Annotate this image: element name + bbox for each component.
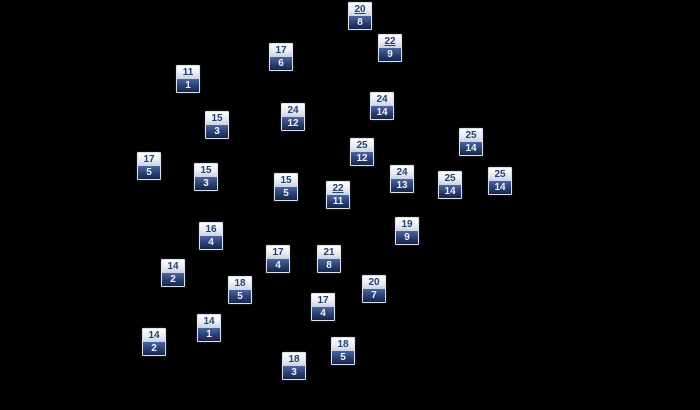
temperature-marker[interactable]: 17 4 [311,293,335,321]
low-value: 9 [396,231,418,244]
temperature-marker[interactable]: 25 14 [459,128,483,156]
low-value: 14 [489,181,511,194]
low-value: 2 [162,273,184,286]
high-value: 17 [267,246,289,259]
high-value: 24 [371,93,393,106]
high-value: 22 [327,182,349,195]
temperature-marker[interactable]: 18 5 [228,276,252,304]
low-value: 12 [351,152,373,165]
temperature-marker[interactable]: 14 2 [161,259,185,287]
temperature-marker[interactable]: 25 12 [350,138,374,166]
high-value: 24 [391,166,413,179]
temperature-marker[interactable]: 15 3 [205,111,229,139]
low-value: 4 [312,307,334,320]
low-value: 5 [332,351,354,364]
high-value: 14 [143,329,165,342]
low-value: 5 [229,290,251,303]
temperature-marker[interactable]: 17 6 [269,43,293,71]
high-value: 21 [318,246,340,259]
temperature-marker[interactable]: 24 14 [370,92,394,120]
low-value: 13 [391,179,413,192]
high-value: 25 [489,168,511,181]
high-value: 17 [270,44,292,57]
low-value: 9 [379,48,401,61]
high-value: 18 [332,338,354,351]
low-value: 2 [143,342,165,355]
high-value: 15 [206,112,228,125]
high-value: 18 [283,353,305,366]
low-value: 14 [460,142,482,155]
high-value: 20 [349,3,371,16]
low-value: 12 [282,117,304,130]
temperature-marker[interactable]: 20 8 [348,2,372,30]
low-value: 4 [200,236,222,249]
temperature-marker[interactable]: 18 3 [282,352,306,380]
temperature-marker[interactable]: 16 4 [199,222,223,250]
temperature-marker[interactable]: 14 1 [197,314,221,342]
temperature-marker[interactable]: 21 8 [317,245,341,273]
low-value: 14 [371,106,393,119]
temperature-marker[interactable]: 15 5 [274,173,298,201]
temperature-marker[interactable]: 14 2 [142,328,166,356]
low-value: 5 [275,187,297,200]
low-value: 4 [267,259,289,272]
high-value: 25 [460,129,482,142]
temperature-marker[interactable]: 25 14 [488,167,512,195]
temperature-marker[interactable]: 18 5 [331,337,355,365]
high-value: 16 [200,223,222,236]
temperature-marker[interactable]: 25 14 [438,171,462,199]
high-value: 17 [312,294,334,307]
high-value: 14 [162,260,184,273]
low-value: 1 [198,328,220,341]
temperature-marker[interactable]: 17 5 [137,152,161,180]
low-value: 7 [363,289,385,302]
low-value: 8 [318,259,340,272]
temperature-marker[interactable]: 19 9 [395,217,419,245]
high-value: 15 [195,164,217,177]
temperature-marker[interactable]: 24 12 [281,103,305,131]
high-value: 24 [282,104,304,117]
temperature-marker[interactable]: 24 13 [390,165,414,193]
high-value: 14 [198,315,220,328]
low-value: 5 [138,166,160,179]
high-value: 19 [396,218,418,231]
low-value: 6 [270,57,292,70]
low-value: 8 [349,16,371,29]
high-value: 25 [439,172,461,185]
high-value: 22 [379,35,401,48]
temperature-marker[interactable]: 22 11 [326,181,350,209]
temperature-marker[interactable]: 20 7 [362,275,386,303]
high-value: 15 [275,174,297,187]
low-value: 1 [177,79,199,92]
high-value: 18 [229,277,251,290]
high-value: 17 [138,153,160,166]
low-value: 3 [206,125,228,138]
high-value: 20 [363,276,385,289]
low-value: 14 [439,185,461,198]
high-value: 11 [177,66,199,79]
temperature-marker[interactable]: 15 3 [194,163,218,191]
temperature-marker[interactable]: 22 9 [378,34,402,62]
temperature-marker[interactable]: 17 4 [266,245,290,273]
low-value: 3 [195,177,217,190]
high-value: 25 [351,139,373,152]
low-value: 11 [327,195,349,208]
temperature-marker[interactable]: 11 1 [176,65,200,93]
low-value: 3 [283,366,305,379]
